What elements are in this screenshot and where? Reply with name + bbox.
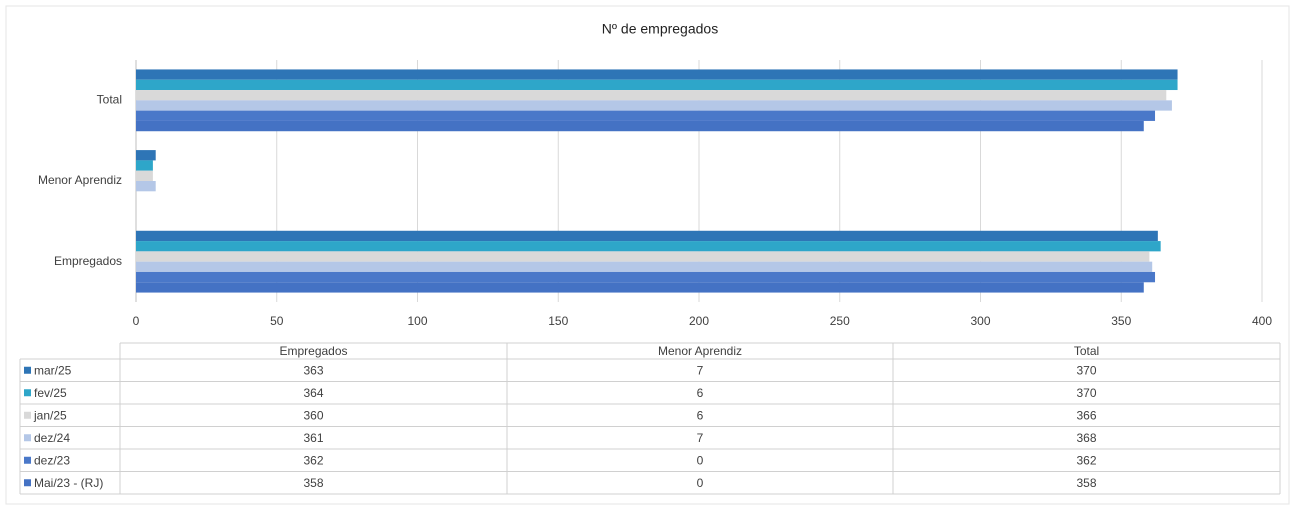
bar xyxy=(136,120,1144,132)
bar xyxy=(136,150,156,161)
x-tick-label: 250 xyxy=(830,314,850,328)
bar xyxy=(136,230,1158,242)
table-cell: 358 xyxy=(1076,476,1096,490)
bar xyxy=(136,69,1178,80)
bar xyxy=(136,181,156,192)
table-cell: 363 xyxy=(303,363,323,377)
legend-swatch xyxy=(24,366,31,374)
legend-label: Mai/23 - (RJ) xyxy=(34,476,103,490)
table-cell: 6 xyxy=(697,408,704,422)
bar xyxy=(136,251,1150,262)
table-cell: 7 xyxy=(697,431,704,445)
legend-label: fev/25 xyxy=(34,386,67,400)
bar xyxy=(136,271,1156,283)
legend-swatch xyxy=(24,389,31,397)
y-tick-label: Empregados xyxy=(54,254,122,268)
table-cell: 6 xyxy=(697,386,704,400)
table-cell: 362 xyxy=(303,453,323,467)
legend-swatch xyxy=(24,456,31,464)
table-cell: 370 xyxy=(1076,386,1096,400)
bar xyxy=(136,90,1167,101)
legend-label: mar/25 xyxy=(34,363,72,377)
y-tick-label: Menor Aprendiz xyxy=(38,173,122,187)
table-cell: 0 xyxy=(697,476,704,490)
table-cell: 370 xyxy=(1076,363,1096,377)
bar xyxy=(136,170,153,181)
bar xyxy=(136,241,1161,252)
table-header: Menor Aprendiz xyxy=(658,344,742,358)
table-cell: 361 xyxy=(303,431,323,445)
bar xyxy=(136,100,1172,111)
bar xyxy=(136,261,1153,272)
bar xyxy=(136,160,153,171)
legend-label: dez/24 xyxy=(34,431,70,445)
table-cell: 0 xyxy=(697,453,704,467)
table-header: Empregados xyxy=(279,344,347,358)
x-tick-label: 200 xyxy=(689,314,709,328)
legend-swatch xyxy=(24,479,31,487)
table-cell: 368 xyxy=(1076,431,1096,445)
table-cell: 362 xyxy=(1076,453,1096,467)
bar xyxy=(136,79,1178,91)
table-cell: 364 xyxy=(303,386,323,400)
legend-label: dez/23 xyxy=(34,453,70,467)
table-cell: 7 xyxy=(697,363,704,377)
x-tick-label: 400 xyxy=(1252,314,1272,328)
chart-title: Nº de empregados xyxy=(602,21,718,37)
legend-swatch xyxy=(24,434,31,442)
legend-label: jan/25 xyxy=(33,408,67,422)
table-cell: 358 xyxy=(303,476,323,490)
bar xyxy=(136,282,1144,293)
x-tick-label: 50 xyxy=(270,314,284,328)
table-header: Total xyxy=(1074,344,1099,358)
table-cell: 360 xyxy=(303,408,323,422)
x-tick-label: 350 xyxy=(1111,314,1131,328)
x-tick-label: 0 xyxy=(133,314,140,328)
y-tick-label: Total xyxy=(97,93,122,107)
x-tick-label: 300 xyxy=(970,314,990,328)
legend-swatch xyxy=(24,411,31,419)
x-tick-label: 150 xyxy=(548,314,568,328)
table-cell: 366 xyxy=(1076,408,1096,422)
x-tick-label: 100 xyxy=(407,314,427,328)
bar xyxy=(136,110,1156,121)
